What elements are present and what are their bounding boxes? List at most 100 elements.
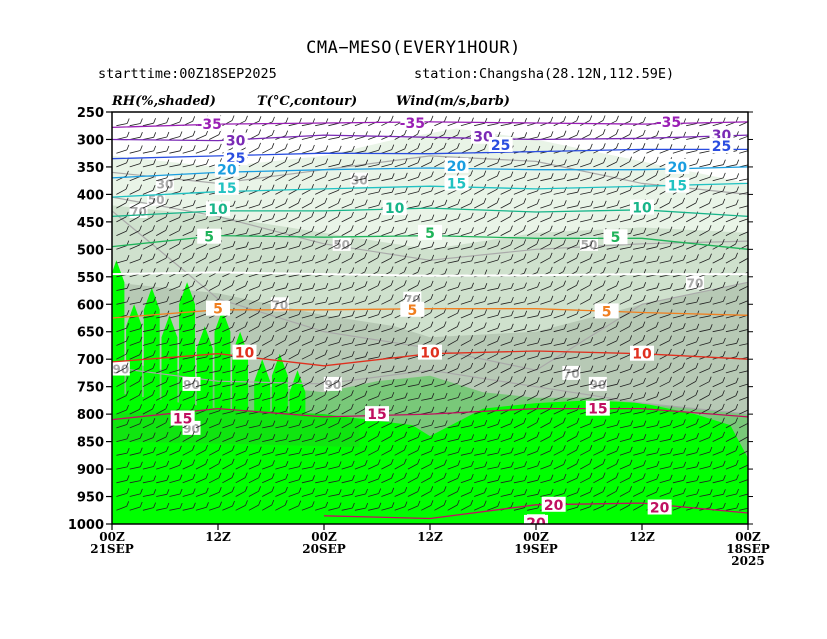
wind-barb [195,299,207,305]
temperature-label-box [630,199,654,215]
wind-barb [315,301,326,305]
wind-barb [209,341,220,346]
wind-barb [686,341,697,346]
wind-barb-feather [152,363,156,369]
wind-barb-feather [139,390,142,396]
temperature-contour--25 [112,148,748,160]
wind-barb [222,258,233,264]
wind-barb [315,381,325,388]
y-tick-label: 500 [77,243,104,258]
wind-barb-feather [404,293,407,300]
rh-shade-saturated [112,392,748,524]
wind-barb [513,422,524,429]
wind-barb [566,422,578,429]
wind-barb-feather [325,254,328,260]
wind-barb-feather [192,391,196,397]
wind-barb-feather [431,406,435,412]
wind-barb [381,120,392,127]
wind-barb-feather [231,293,235,300]
wind-barb-feather [364,238,367,245]
wind-barb-feather [140,475,143,481]
wind-barb [169,150,181,154]
wind-barb [142,381,153,388]
wind-barb-feather [192,378,196,384]
wind-barb [209,423,220,429]
wind-barb [540,450,551,456]
wind-barb-feather [536,238,540,245]
wind-barb-feather [457,321,460,327]
wind-barb-feather [749,460,751,465]
wind-barb-feather [735,295,739,301]
wind-barb [527,355,538,360]
wind-barb-feather [364,212,368,218]
wind-barb-feather [696,433,699,439]
wind-barb [580,506,591,511]
wind-barb-feather [563,473,567,480]
wind-barb-feather [511,132,514,138]
wind-barb [381,163,393,168]
wind-barb-feather [736,351,739,357]
wind-barb-feather [365,364,368,370]
wind-barb-feather [510,171,514,177]
wind-barb [566,257,577,264]
wind-barb [646,339,657,346]
wind-barb [434,383,446,388]
wind-barb [500,341,512,346]
wind-barb-feather [166,489,170,495]
wind-barb [487,438,499,442]
wind-barb [513,216,524,223]
wind-barb-feather [139,158,143,164]
wind-barb-feather [510,390,513,396]
wind-barb-feather [603,432,606,438]
wind-barb [195,463,206,470]
wind-barb-feather [511,475,514,481]
wind-barb [460,478,472,484]
wind-barb [500,315,512,319]
wind-barb [580,232,591,236]
rh-contour-label: 30 [351,174,368,188]
wind-barb-feather [537,489,541,495]
wind-barb-feather [750,131,752,136]
wind-barb-feather [509,211,513,217]
wind-barb [195,285,206,291]
wind-barb-feather [153,475,157,481]
wind-barb [288,492,300,497]
plot-area: 30305050507070707070909090909090-35-35-3… [112,112,752,524]
wind-barb [248,147,259,154]
wind-barb-feather [722,252,725,259]
wind-barb [686,315,697,319]
wind-barb [129,493,141,497]
wind-barb [209,436,220,442]
wind-barb [368,478,379,484]
wind-barb [593,258,604,264]
wind-barb [527,315,538,319]
wind-barb [195,383,207,388]
wind-barb-feather [709,282,713,288]
wind-barb-feather [576,129,580,136]
wind-barb [381,244,392,250]
wind-barb-feather [708,417,712,424]
wind-barb [633,411,644,415]
wind-barb [275,381,286,388]
wind-barb [633,478,644,484]
wind-barb [712,257,723,264]
wind-barb [156,150,167,154]
wind-barb-feather [735,199,739,205]
wind-barb [341,451,353,456]
wind-barb-feather [351,172,355,179]
wind-barb [686,287,697,291]
wind-barb-feather [338,461,342,467]
wind-barb-feather [497,447,501,454]
wind-barb [354,464,366,470]
wind-barb [116,216,127,223]
wind-barb-feather [165,417,169,423]
wind-barb-feather [126,309,130,316]
wind-barb [513,507,525,511]
wind-barb-feather [695,184,699,190]
wind-barb [500,202,511,209]
wind-barb-feather [497,170,500,177]
wind-barb [235,285,246,291]
wind-barb-feather [404,322,408,328]
wind-barb [116,301,128,305]
wind-barb [553,314,565,319]
